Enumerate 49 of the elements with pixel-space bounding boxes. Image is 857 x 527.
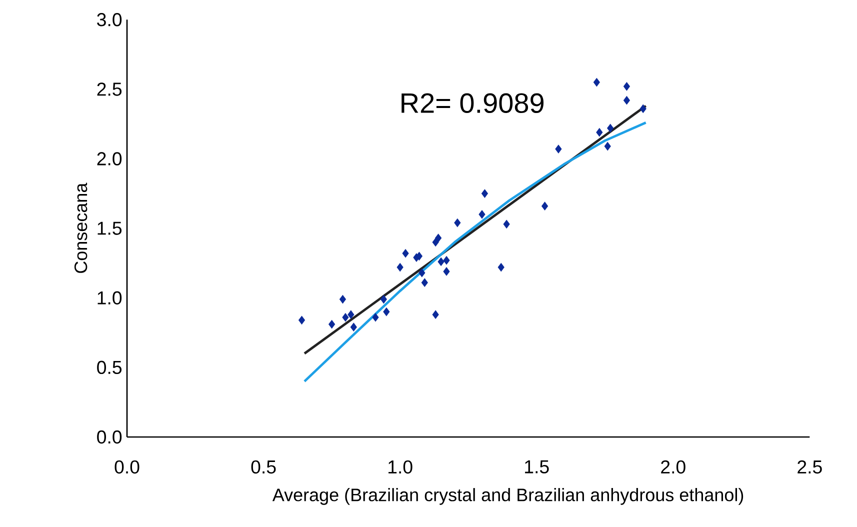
- point: [454, 218, 461, 228]
- point: [298, 316, 306, 324]
- point: [555, 144, 562, 154]
- point: [435, 234, 442, 242]
- y-tick-label: 0.5: [97, 360, 122, 374]
- y-axis-title: Consecana: [74, 182, 88, 273]
- point: [604, 142, 611, 151]
- point: [350, 322, 357, 332]
- point: [396, 263, 404, 272]
- point: [443, 267, 450, 276]
- x-tick-label: 0.0: [114, 460, 140, 474]
- point: [498, 263, 504, 272]
- point: [481, 189, 488, 198]
- line-series: [303, 121, 648, 383]
- x-tick-label: 2.0: [661, 460, 686, 474]
- x-tick-label: 1.0: [388, 460, 412, 474]
- y-tick-label: 2.5: [97, 82, 122, 96]
- point: [607, 124, 614, 132]
- y-tick-label: 3.0: [97, 13, 122, 26]
- y-tick-label: 2.0: [97, 152, 122, 166]
- point: [503, 220, 510, 228]
- x-tick-label: 0.5: [251, 460, 276, 474]
- point: [421, 278, 428, 287]
- annotation: R2= 0.9089: [402, 93, 544, 114]
- point: [380, 295, 387, 304]
- y-tick-label: 0.0: [97, 430, 122, 444]
- y-tick-label: 1.5: [98, 222, 122, 235]
- y-tick-label: 1.0: [98, 291, 122, 304]
- point: [432, 310, 439, 319]
- point: [593, 78, 600, 87]
- point: [383, 308, 390, 316]
- point: [443, 256, 450, 265]
- point: [623, 82, 630, 91]
- point: [623, 96, 630, 105]
- point: [478, 210, 486, 219]
- point: [348, 310, 354, 319]
- point: [418, 268, 426, 278]
- point: [542, 202, 548, 210]
- point: [339, 295, 346, 304]
- x-axis-title: Average (Brazilian crystal and Brazilian anhydrous ethanol): [272, 488, 744, 505]
- point: [372, 313, 379, 322]
- x-tick-label: 2.5: [798, 460, 822, 474]
- point: [328, 320, 336, 329]
- point: [402, 249, 409, 258]
- point: [438, 257, 444, 266]
- x-tick-label: 1.5: [525, 460, 549, 474]
- point: [640, 104, 646, 113]
- point: [596, 128, 603, 137]
- point: [342, 313, 349, 322]
